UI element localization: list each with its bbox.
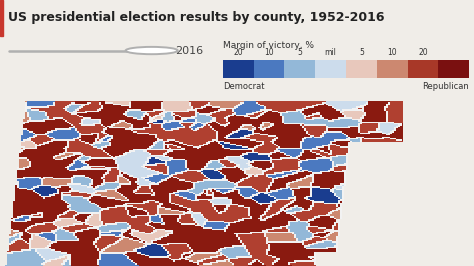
Text: 10: 10	[264, 48, 274, 57]
Text: Democrat: Democrat	[223, 82, 264, 92]
Text: 20: 20	[418, 48, 428, 57]
Bar	[377, 60, 408, 78]
Bar	[408, 60, 438, 78]
Text: 2016: 2016	[175, 45, 203, 56]
Bar	[438, 60, 469, 78]
Text: 5: 5	[359, 48, 364, 57]
Text: Republican: Republican	[422, 82, 469, 92]
Bar	[315, 60, 346, 78]
Bar	[346, 60, 377, 78]
Bar	[0, 0, 3, 36]
Circle shape	[126, 47, 178, 54]
Text: 5: 5	[297, 48, 302, 57]
Text: mil: mil	[325, 48, 337, 57]
Text: 20: 20	[233, 48, 243, 57]
Text: US presidential election results by county, 1952-2016: US presidential election results by coun…	[8, 11, 384, 24]
Text: Margin of victory, %: Margin of victory, %	[223, 41, 314, 49]
Bar	[284, 60, 315, 78]
Bar	[254, 60, 284, 78]
Text: 10: 10	[387, 48, 397, 57]
Bar	[223, 60, 254, 78]
Bar	[403, 101, 474, 266]
